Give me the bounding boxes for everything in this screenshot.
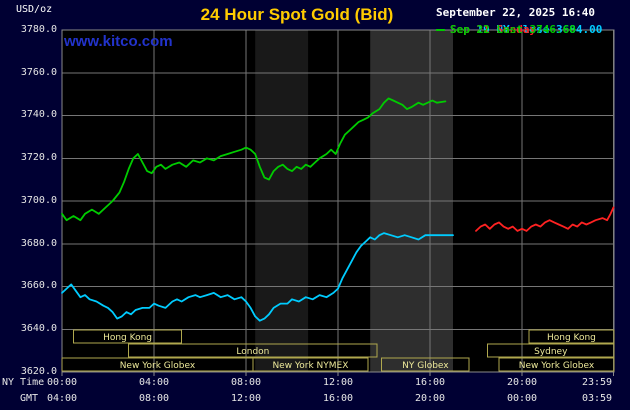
y-axis-label: 3720.0 (20, 152, 57, 163)
x-axis-label-ny: 16:00 (414, 377, 446, 388)
session-label: London (236, 347, 269, 357)
y-axis-label: 3680.0 (20, 238, 57, 249)
ny-time-axis-name: NY Time (2, 377, 45, 388)
legend-label-sep21: Sep 21 Sunday (450, 23, 537, 36)
session-box (252, 357, 369, 372)
y-axis-label: 3700.0 (20, 195, 57, 206)
x-axis-label-ny: 04:00 (138, 377, 170, 388)
y-axis-label: 3780.0 (20, 24, 57, 35)
datetime-label: September 22, 2025 16:40 (436, 6, 595, 19)
gmt-axis-name: GMT (20, 393, 39, 404)
session-label: New York Globex (120, 361, 196, 371)
price-line (61, 232, 454, 322)
chart-title: 24 Hour Spot Gold (Bid) (200, 5, 394, 24)
session-label: Sydney (534, 347, 568, 357)
x-axis-label-gmt: 20:00 (414, 393, 446, 404)
session-box (73, 329, 183, 344)
unit-label: USD/oz (16, 4, 53, 15)
x-axis-label-gmt: 00:00 (506, 393, 538, 404)
session-box (487, 343, 615, 358)
x-axis-label-gmt: 12:00 (230, 393, 262, 404)
legend-marker-sep22-icon (436, 29, 445, 31)
session-label: New York Globex (519, 361, 595, 371)
y-axis-label: 3620.0 (20, 366, 57, 377)
x-axis-label-ny: 12:00 (322, 377, 354, 388)
session-box (128, 343, 378, 358)
x-axis-label-gmt: 03:59 (581, 393, 613, 404)
price-line (61, 97, 447, 222)
x-axis-label-gmt: 08:00 (138, 393, 170, 404)
x-axis-label-gmt: 16:00 (322, 393, 354, 404)
x-axis-label-ny: 08:00 (230, 377, 262, 388)
price-line (475, 206, 615, 232)
legend-label-sep22: Sep 22 Last 3746.60 (450, 23, 576, 36)
session-label: Hong Kong (103, 333, 152, 343)
plot-border (61, 29, 615, 373)
session-box (528, 329, 615, 344)
y-axis-label: 3760.0 (20, 67, 57, 78)
y-axis-label: 3740.0 (20, 109, 57, 120)
legend-label-sep19: Sep 19 NY close 3684.00 (450, 23, 603, 36)
x-axis-label-ny: 00:00 (46, 377, 78, 388)
session-label: New York NYMEX (272, 361, 348, 371)
x-axis-label-ny: 20:00 (506, 377, 538, 388)
x-axis-label-ny: 23:59 (581, 377, 613, 388)
y-axis-label: 3640.0 (20, 323, 57, 334)
session-box (498, 357, 615, 372)
kitco-watermark: www.kitco.com (64, 33, 173, 50)
session-box (381, 357, 470, 372)
session-label: Hong Kong (547, 333, 596, 343)
x-axis-label-gmt: 04:00 (46, 393, 78, 404)
legend-item-sep22: Sep 22 Last 3746.60 (436, 23, 576, 37)
session-label: NY Globex (402, 361, 449, 371)
y-axis-label: 3660.0 (20, 280, 57, 291)
